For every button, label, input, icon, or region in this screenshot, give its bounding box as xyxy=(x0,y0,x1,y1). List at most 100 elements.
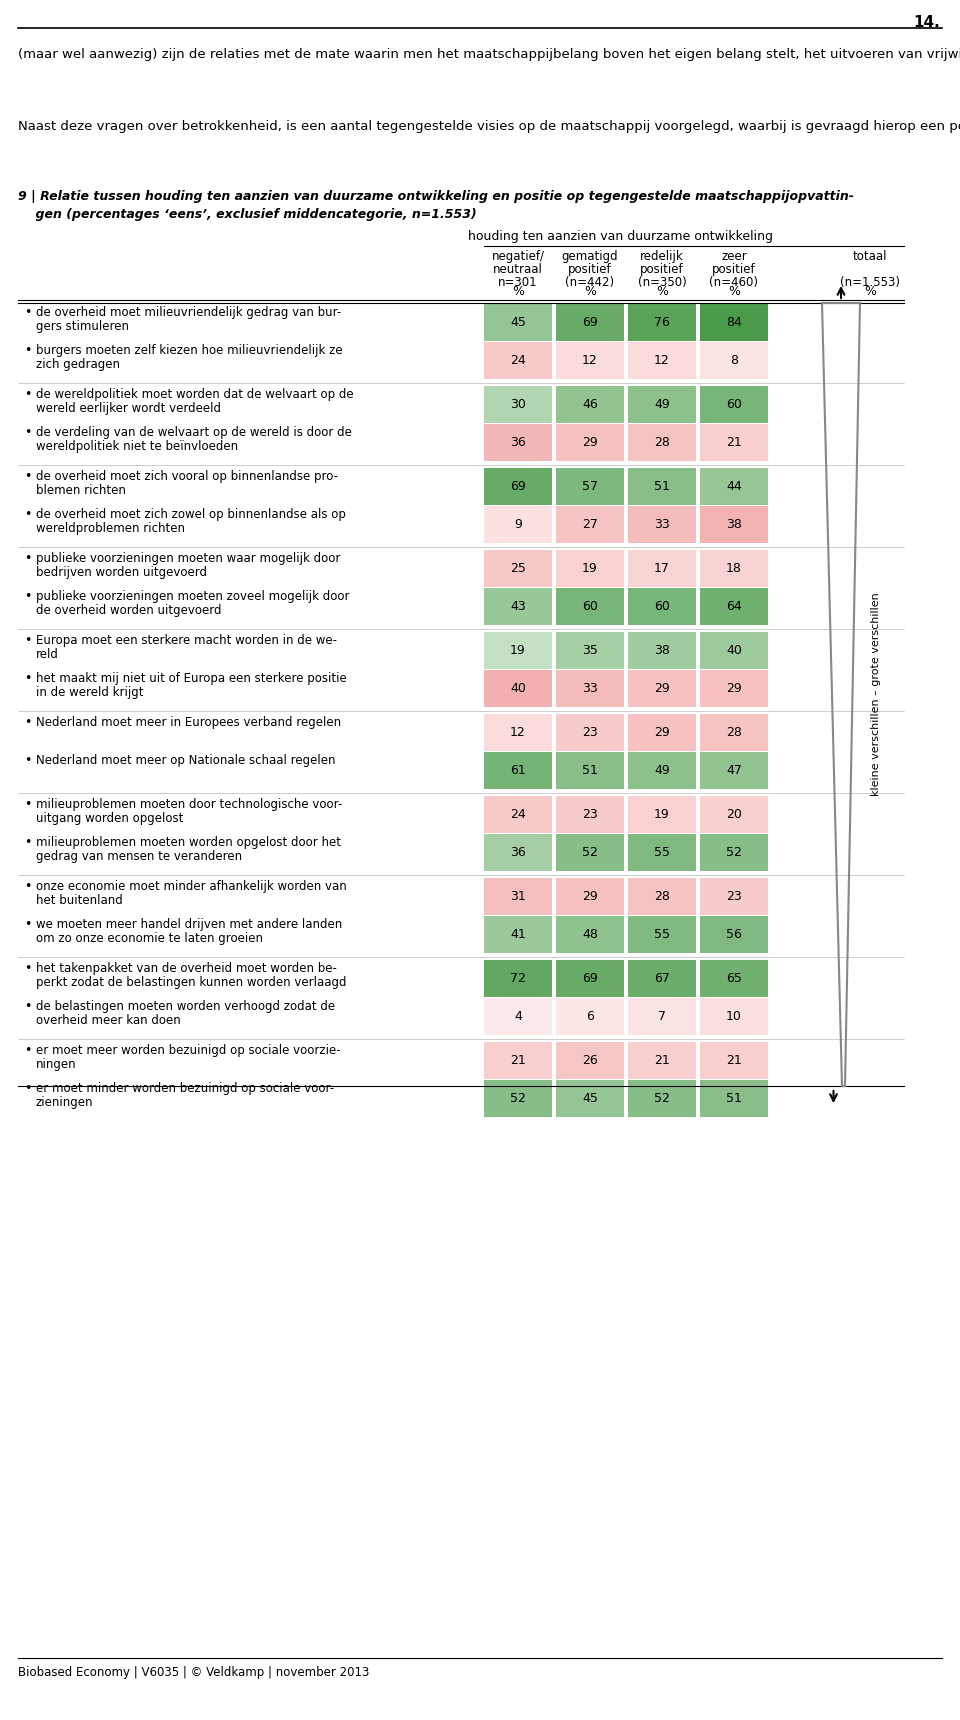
Text: 12: 12 xyxy=(582,354,598,366)
Text: 45: 45 xyxy=(582,1092,598,1104)
Bar xyxy=(628,714,696,752)
Text: •: • xyxy=(24,918,32,931)
Bar xyxy=(484,877,552,915)
Text: 10: 10 xyxy=(726,1010,742,1023)
Text: 51: 51 xyxy=(654,480,670,494)
Text: 38: 38 xyxy=(654,643,670,657)
Text: 21: 21 xyxy=(654,1054,670,1066)
Text: gematigd: gematigd xyxy=(562,249,618,263)
Text: 23: 23 xyxy=(582,808,598,820)
Bar xyxy=(556,550,624,587)
Text: 36: 36 xyxy=(510,846,526,858)
Text: 55: 55 xyxy=(654,929,670,941)
Text: 64: 64 xyxy=(726,600,742,612)
Text: 23: 23 xyxy=(582,726,598,740)
Bar xyxy=(628,550,696,587)
Text: de wereldpolitiek moet worden dat de welvaart op de: de wereldpolitiek moet worden dat de wel… xyxy=(36,389,353,401)
Text: (n=460): (n=460) xyxy=(709,275,758,289)
Bar xyxy=(628,960,696,998)
Text: negatief/: negatief/ xyxy=(492,249,544,263)
Text: 33: 33 xyxy=(582,683,598,695)
Bar xyxy=(484,506,552,544)
Text: redelijk: redelijk xyxy=(640,249,684,263)
Text: het maakt mij niet uit of Europa een sterkere positie: het maakt mij niet uit of Europa een ste… xyxy=(36,673,347,685)
Text: 52: 52 xyxy=(726,846,742,858)
Text: 29: 29 xyxy=(726,683,742,695)
Bar xyxy=(484,1042,552,1078)
Text: 20: 20 xyxy=(726,808,742,820)
Text: 29: 29 xyxy=(654,683,670,695)
Bar xyxy=(628,304,696,341)
Text: •: • xyxy=(24,753,32,767)
Bar xyxy=(700,304,768,341)
Text: 57: 57 xyxy=(582,480,598,494)
Text: het takenpakket van de overheid moet worden be-: het takenpakket van de overheid moet wor… xyxy=(36,961,337,975)
Text: blemen richten: blemen richten xyxy=(36,483,126,497)
Bar xyxy=(484,834,552,870)
Bar xyxy=(628,752,696,789)
Text: neutraal: neutraal xyxy=(493,263,543,275)
Bar xyxy=(556,385,624,423)
Text: 21: 21 xyxy=(510,1054,526,1066)
Bar xyxy=(628,342,696,378)
Text: 9 | Relatie tussen houding ten aanzien van duurzame ontwikkeling en positie op t: 9 | Relatie tussen houding ten aanzien v… xyxy=(18,189,854,203)
Text: •: • xyxy=(24,635,32,647)
Text: 27: 27 xyxy=(582,518,598,531)
Text: n=301: n=301 xyxy=(498,275,538,289)
Bar xyxy=(484,425,552,461)
Bar xyxy=(484,796,552,832)
Text: %: % xyxy=(864,286,876,298)
Text: 18: 18 xyxy=(726,562,742,574)
Bar xyxy=(700,917,768,953)
Text: %: % xyxy=(584,286,596,298)
Text: 29: 29 xyxy=(582,889,598,903)
Bar xyxy=(556,342,624,378)
Text: zich gedragen: zich gedragen xyxy=(36,358,120,372)
Text: 29: 29 xyxy=(654,726,670,740)
Text: •: • xyxy=(24,389,32,401)
Bar xyxy=(556,834,624,870)
Text: (n=442): (n=442) xyxy=(565,275,614,289)
Text: •: • xyxy=(24,427,32,439)
Text: 19: 19 xyxy=(654,808,670,820)
Bar xyxy=(628,385,696,423)
Text: (n=1.553): (n=1.553) xyxy=(840,275,900,289)
Bar xyxy=(484,385,552,423)
Text: de overheid moet milieuvriendelijk gedrag van bur-: de overheid moet milieuvriendelijk gedra… xyxy=(36,306,341,318)
Bar xyxy=(556,588,624,624)
Bar xyxy=(556,425,624,461)
Bar xyxy=(556,796,624,832)
Text: om zo onze economie te laten groeien: om zo onze economie te laten groeien xyxy=(36,932,263,944)
Text: 38: 38 xyxy=(726,518,742,531)
Bar xyxy=(484,998,552,1035)
Bar xyxy=(700,342,768,378)
Text: er moet minder worden bezuinigd op sociale voor-: er moet minder worden bezuinigd op socia… xyxy=(36,1082,334,1096)
Bar xyxy=(700,1042,768,1078)
Bar xyxy=(700,671,768,707)
Text: 60: 60 xyxy=(582,600,598,612)
Text: •: • xyxy=(24,836,32,850)
Text: positief: positief xyxy=(712,263,756,275)
Bar xyxy=(484,714,552,752)
Text: 26: 26 xyxy=(582,1054,598,1066)
Bar xyxy=(700,714,768,752)
Bar xyxy=(628,671,696,707)
Text: houding ten aanzien van duurzame ontwikkeling: houding ten aanzien van duurzame ontwikk… xyxy=(468,230,773,243)
Text: onze economie moet minder afhankelijk worden van: onze economie moet minder afhankelijk wo… xyxy=(36,881,347,893)
Text: Biobased Economy | V6035 | © Veldkamp | november 2013: Biobased Economy | V6035 | © Veldkamp | … xyxy=(18,1667,370,1679)
Bar xyxy=(556,752,624,789)
Bar xyxy=(700,550,768,587)
Bar xyxy=(700,796,768,832)
Bar xyxy=(484,917,552,953)
Text: •: • xyxy=(24,716,32,729)
Bar xyxy=(628,917,696,953)
Text: gen (percentages ‘eens’, exclusief middencategorie, n=1.553): gen (percentages ‘eens’, exclusief midde… xyxy=(18,208,477,220)
Text: •: • xyxy=(24,507,32,521)
Text: 7: 7 xyxy=(658,1010,666,1023)
Text: 55: 55 xyxy=(654,846,670,858)
Text: het buitenland: het buitenland xyxy=(36,894,123,906)
Text: 21: 21 xyxy=(726,435,742,449)
Bar xyxy=(628,588,696,624)
Text: we moeten meer handel drijven met andere landen: we moeten meer handel drijven met andere… xyxy=(36,918,343,931)
Text: zieningen: zieningen xyxy=(36,1096,93,1109)
